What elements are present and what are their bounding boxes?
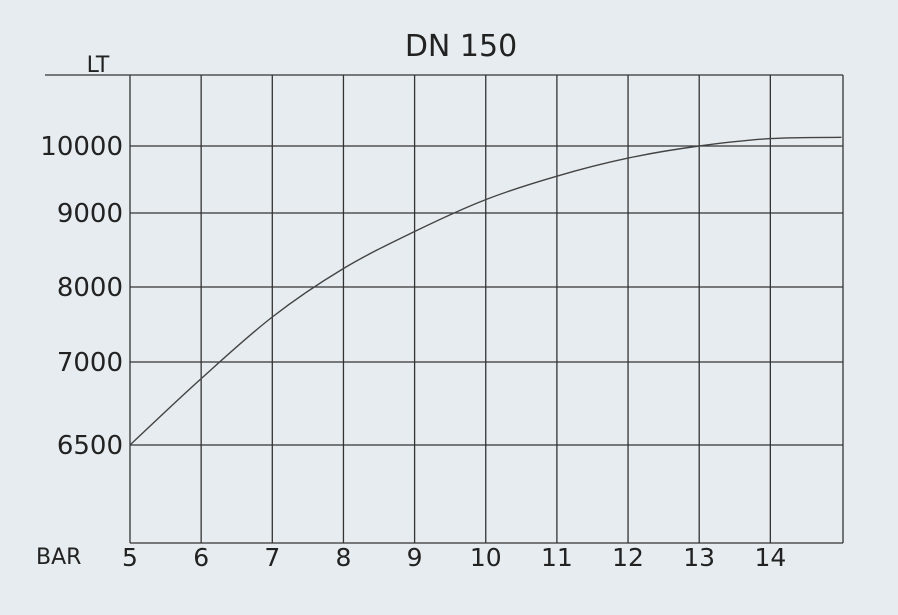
x-axis-label: BAR bbox=[36, 545, 81, 570]
series-layer bbox=[129, 136, 842, 446]
y-tick-labels: 6500 7000 8000 9000 10000 bbox=[40, 132, 123, 461]
x-tick-label: 7 bbox=[264, 543, 280, 572]
series-line bbox=[129, 136, 842, 446]
x-tick-label: 8 bbox=[335, 543, 351, 572]
grid-lines bbox=[45, 74, 844, 544]
x-tick-label: 12 bbox=[612, 543, 644, 572]
y-tick-label: 7000 bbox=[57, 348, 123, 378]
chart-title: DN 150 bbox=[405, 29, 517, 64]
y-axis-label: LT bbox=[87, 53, 110, 78]
y-tick-label: 8000 bbox=[57, 273, 123, 303]
x-tick-label: 6 bbox=[193, 543, 209, 572]
x-tick-label: 14 bbox=[754, 543, 786, 572]
x-tick-label: 13 bbox=[683, 543, 715, 572]
y-tick-label: 6500 bbox=[57, 431, 123, 461]
x-tick-label: 11 bbox=[541, 543, 573, 572]
x-tick-labels: 5 6 7 8 9 10 11 12 13 14 bbox=[122, 543, 786, 572]
x-tick-label: 5 bbox=[122, 543, 138, 572]
x-tick-label: 9 bbox=[407, 543, 423, 572]
y-tick-label: 9000 bbox=[57, 199, 123, 229]
x-tick-label: 10 bbox=[470, 543, 502, 572]
y-tick-label: 10000 bbox=[40, 132, 123, 162]
